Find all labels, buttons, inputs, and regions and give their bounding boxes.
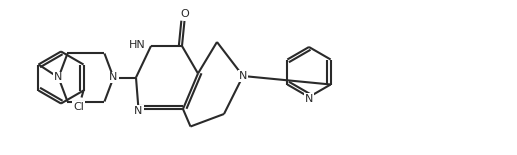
Text: HN: HN (129, 40, 146, 50)
Text: Cl: Cl (73, 102, 84, 111)
Text: N: N (134, 106, 143, 116)
Text: N: N (54, 73, 63, 82)
Text: N: N (109, 73, 118, 82)
Text: N: N (239, 71, 247, 81)
Text: N: N (305, 94, 313, 104)
Text: O: O (180, 9, 189, 19)
